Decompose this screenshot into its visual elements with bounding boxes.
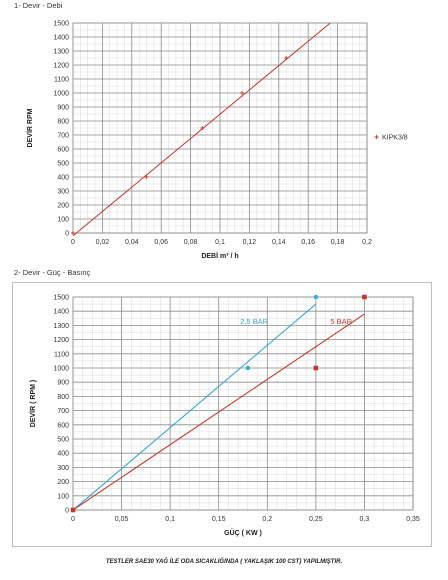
chart1-section-title: 1- Devir - Debi [14, 1, 63, 10]
x-tick-label: 0,25 [309, 516, 323, 523]
y-tick-label: 500 [57, 437, 69, 444]
x-tick-label: 0,12 [243, 239, 257, 246]
x-tick-label: 0,15 [212, 516, 226, 523]
x-axis-label: DEBİ m³ / h [201, 252, 238, 260]
data-point [200, 126, 205, 130]
y-tick-label: 1300 [53, 49, 69, 56]
y-tick-label: 100 [57, 493, 69, 500]
data-point [362, 294, 367, 300]
y-tick-label: 700 [57, 133, 69, 140]
y-tick-label: 1000 [53, 366, 69, 373]
data-point [313, 294, 319, 300]
y-tick-label: 800 [57, 119, 69, 126]
y-tick-label: 400 [57, 175, 69, 182]
y-tick-label: 300 [57, 465, 69, 472]
y-tick-label: 900 [57, 380, 69, 387]
legend-label: KIPK3/8 [382, 135, 408, 142]
series-label: 5 BAR [330, 317, 352, 326]
y-tick-label: 1000 [53, 91, 69, 98]
y-tick-label: 1100 [54, 77, 69, 84]
x-axis-label: GÜÇ ( KW ) [224, 528, 262, 537]
y-tick-label: 1500 [53, 21, 69, 28]
series-label: 2,5 BAR [240, 317, 269, 326]
data-point [284, 56, 289, 60]
x-tick-label: 0,04 [125, 239, 139, 246]
y-tick-label: 0 [65, 508, 69, 515]
y-axis-label: DEVİR RPM [26, 108, 34, 147]
legend-marker [374, 135, 379, 139]
test-conditions-note: TESTLER SAE30 YAĞ İLE ODA SICAKLIĞINDA (… [105, 559, 343, 565]
y-tick-label: 300 [57, 189, 69, 196]
x-tick-label: 0,06 [154, 239, 168, 246]
y-tick-label: 1500 [53, 295, 69, 302]
devir-guc-basinc-chart: 0 0,05 0,1 0,15 0,2 0,25 0,3 0,35 0 100 200 300 400 5… [12, 282, 432, 547]
y-axis-label: DEVİR ( RPM ) [29, 380, 37, 427]
y-tick-label: 700 [57, 408, 69, 415]
data-point [245, 365, 251, 371]
x-tick-label: 0 [71, 239, 75, 246]
y-tick-label: 100 [57, 217, 69, 224]
x-tick-label: 0,08 [184, 239, 198, 246]
y-tick-label: 400 [57, 451, 69, 458]
x-tick-label: 0,1 [165, 516, 175, 523]
data-point [313, 365, 319, 371]
y-tick-label: 600 [57, 147, 69, 154]
chart2-section-title: 2- Devir - Güç - Basınç [14, 268, 91, 277]
trendline [72, 303, 317, 511]
x-tick-label: 0,02 [96, 239, 110, 246]
y-tick-label: 1200 [53, 63, 69, 70]
x-tick-label: 0,2 [362, 239, 372, 246]
y-tick-label: 600 [57, 422, 69, 429]
devir-guc-basinc-svg: 0 0,05 0,1 0,15 0,2 0,25 0,3 0,35 0 100 200 300 400 5… [29, 294, 420, 538]
data-point [70, 507, 76, 513]
x-tick-label: 0,2 [262, 516, 272, 523]
x-tick-label: 0,18 [331, 239, 345, 246]
x-tick-label: 0 [71, 516, 75, 523]
data-point [240, 91, 245, 95]
data-point [71, 231, 75, 235]
x-tick-label: 0,3 [360, 516, 370, 523]
devir-debi-svg: 0 0,02 0,04 0,06 0,08 0,1 0,12 0,14 0,16 0,18 0,2 0… [26, 21, 408, 261]
y-tick-label: 200 [57, 203, 69, 210]
y-tick-label: 1400 [53, 35, 69, 42]
y-tick-label: 500 [57, 161, 69, 168]
y-tick-label: 0 [65, 231, 69, 238]
y-tick-label: 1400 [53, 309, 69, 316]
x-tick-label: 0,14 [272, 239, 286, 246]
y-tick-label: 900 [57, 105, 69, 112]
y-tick-label: 1200 [53, 337, 69, 344]
y-tick-label: 800 [57, 394, 69, 401]
x-tick-label: 0,35 [406, 516, 420, 523]
y-tick-label: 1100 [54, 351, 69, 358]
x-tick-label: 0,05 [115, 516, 129, 523]
trendline [72, 22, 331, 237]
x-tick-label: 0,16 [301, 239, 315, 246]
data-point [144, 175, 149, 179]
y-tick-label: 1300 [53, 323, 69, 330]
trendline [72, 313, 365, 511]
y-tick-label: 200 [57, 479, 69, 486]
devir-debi-chart: 0 0,02 0,04 0,06 0,08 0,1 0,12 0,14 0,16 0,18 0,2 0… [12, 10, 432, 261]
x-tick-label: 0,1 [215, 239, 225, 246]
